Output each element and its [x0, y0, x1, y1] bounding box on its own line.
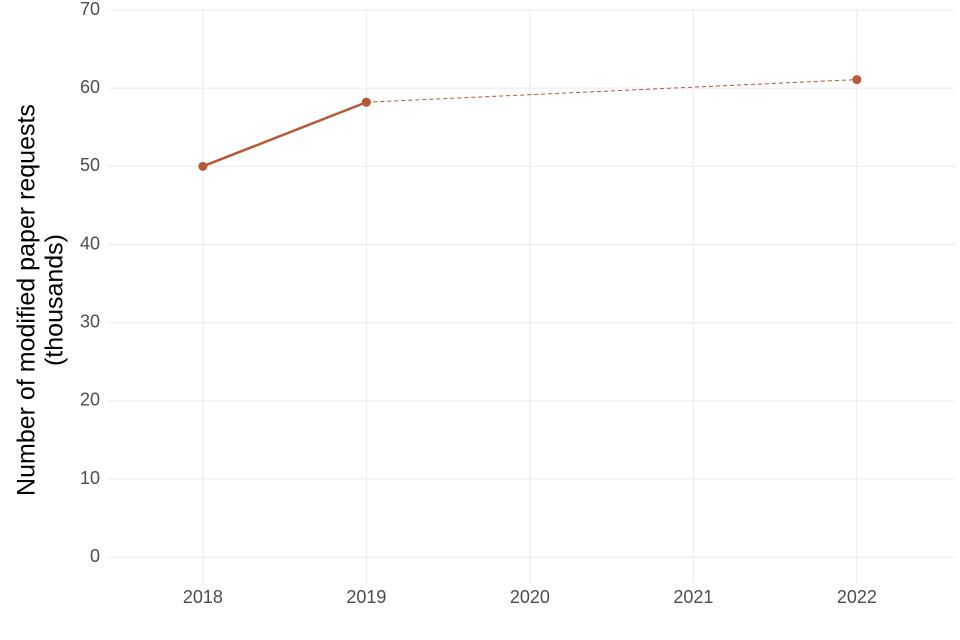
- x-tick-label: 2020: [510, 587, 550, 607]
- grid: [108, 9, 955, 583]
- data-point: [361, 97, 371, 107]
- series-line: [366, 79, 857, 103]
- data-point: [852, 75, 862, 85]
- y-tick-label: 70: [80, 0, 100, 19]
- y-tick-label: 30: [80, 311, 100, 331]
- y-tick-label: 20: [80, 390, 100, 410]
- x-tick-label: 2019: [346, 587, 386, 607]
- data-point: [198, 161, 208, 171]
- y-tick-label: 0: [90, 546, 100, 566]
- y-tick-label: 60: [80, 77, 100, 97]
- x-tick-label: 2022: [837, 587, 877, 607]
- y-tick-label: 40: [80, 233, 100, 253]
- y-axis-title: Number of modified paper requests (thous…: [13, 104, 69, 496]
- x-tick-label: 2021: [673, 587, 713, 607]
- y-axis-title-line: (thousands): [41, 234, 69, 366]
- y-axis-title-line: Number of modified paper requests: [13, 104, 41, 496]
- x-tick-label: 2018: [183, 587, 223, 607]
- series-line: [202, 101, 367, 168]
- y-tick-label: 10: [80, 468, 100, 488]
- y-tick-label: 50: [80, 155, 100, 175]
